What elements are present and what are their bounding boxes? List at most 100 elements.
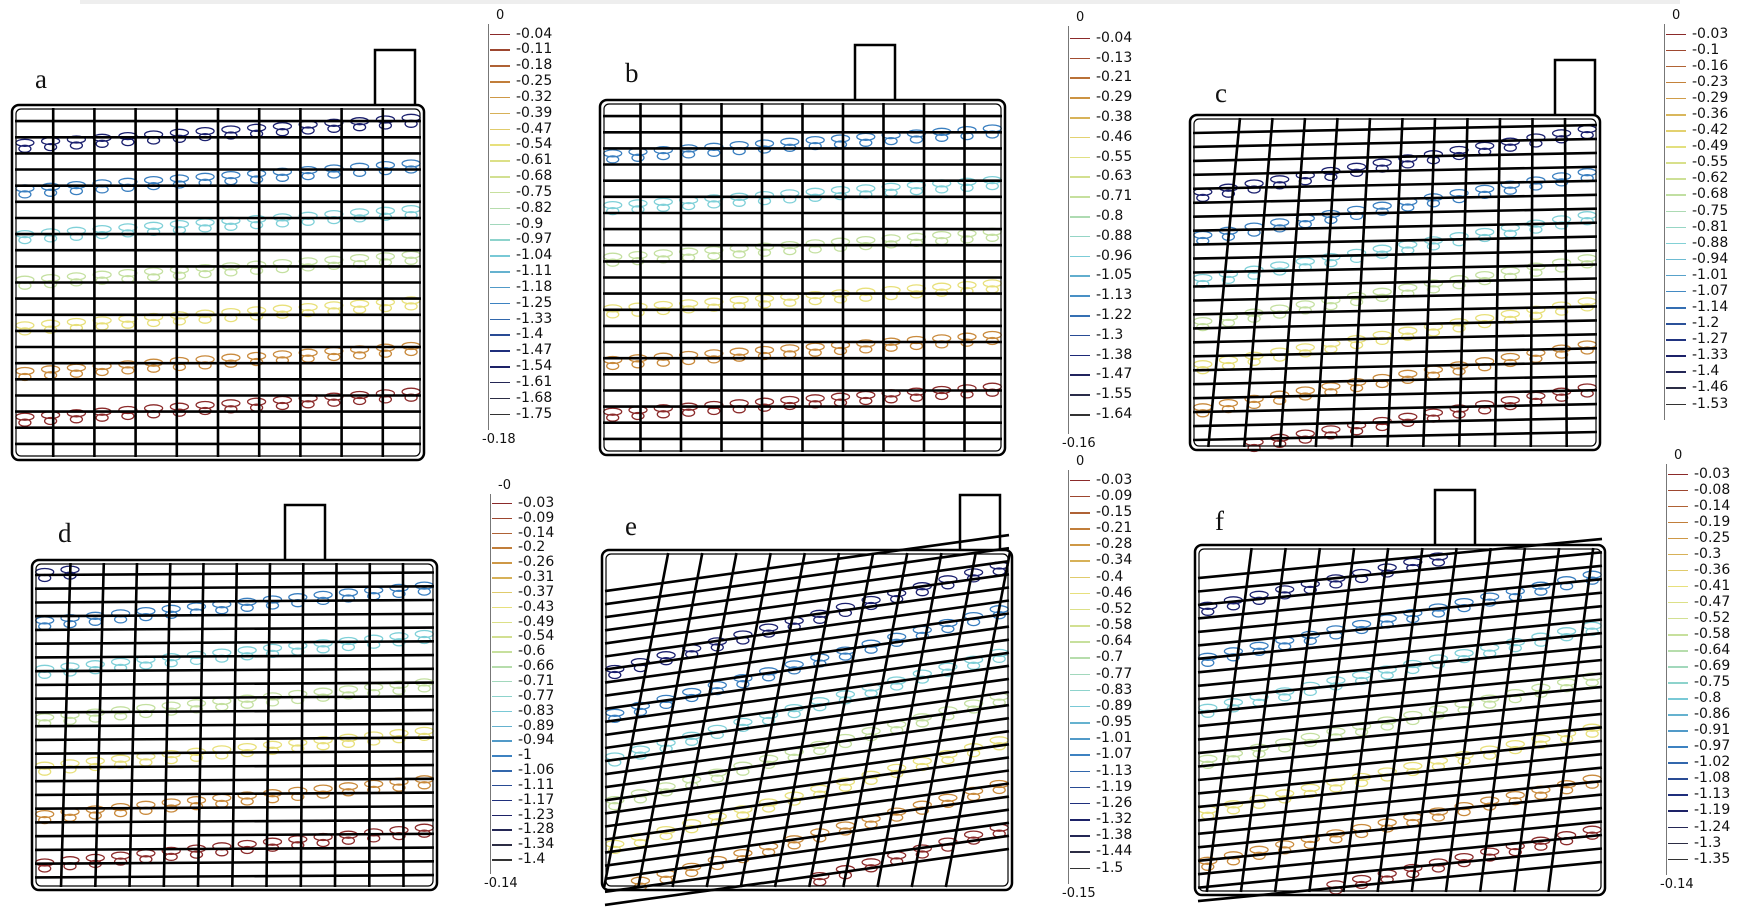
contour-loop	[341, 642, 356, 652]
contour-loop	[606, 258, 620, 267]
legend-value: -0.49	[1692, 138, 1729, 155]
contour-loop	[1295, 386, 1315, 395]
vertical-wire	[1547, 547, 1595, 893]
legend-swatch	[490, 271, 510, 273]
contour-loop	[653, 352, 673, 361]
contour-loop	[1321, 425, 1341, 434]
contour-loop	[1480, 592, 1500, 601]
legend-swatch	[490, 397, 510, 400]
vertical-wire	[1422, 117, 1437, 448]
vertical-wire	[1242, 117, 1274, 448]
contour-loop	[915, 850, 929, 859]
legend-value: -0.38	[1096, 109, 1133, 126]
legend-value: -0.29	[1692, 89, 1729, 106]
horizontal-wire	[1197, 685, 1603, 728]
contour-loop	[246, 260, 267, 269]
contour-loop	[733, 717, 753, 727]
legend-swatch	[1668, 537, 1688, 540]
legend-value: -1.32	[1096, 811, 1133, 828]
legend-swatch	[1070, 334, 1090, 337]
contour-loop	[301, 308, 315, 318]
legend-swatch	[492, 636, 512, 638]
legend-value: -0.04	[1096, 29, 1133, 46]
horizontal-wire	[1197, 806, 1603, 849]
contour-loop	[146, 364, 161, 373]
contour-loop	[327, 124, 341, 133]
contour-loop	[1401, 160, 1415, 169]
contour-loop	[275, 128, 290, 137]
grid-frame-outer	[1188, 113, 1602, 452]
legend-value: -0.54	[518, 628, 555, 645]
horizontal-wire	[34, 626, 435, 632]
vertical-wire	[944, 552, 1012, 888]
contour-loop	[172, 317, 187, 326]
horizontal-wire	[1192, 416, 1598, 428]
legend-swatch	[1668, 650, 1688, 652]
legend-value: -1.5	[1096, 859, 1124, 876]
legend-value: -1.44	[1096, 843, 1133, 860]
contour-loop	[838, 652, 853, 661]
lug-tab	[958, 493, 1002, 550]
legend-value: -1.46	[1692, 379, 1729, 396]
legend-value: -1.38	[1096, 346, 1133, 363]
contour-loop	[659, 831, 673, 841]
contour-loop	[262, 643, 283, 653]
legend-swatch	[1668, 682, 1688, 684]
legend-value: -0.42	[1692, 122, 1729, 139]
lug-tab	[1433, 488, 1477, 545]
horizontal-wire	[1192, 179, 1598, 191]
contour-loop	[95, 413, 109, 422]
legend-value: -1.22	[1096, 307, 1133, 324]
contour-loop	[249, 175, 264, 184]
contour-loop	[1349, 383, 1364, 393]
grid-wires	[34, 562, 435, 888]
contour-loop	[1295, 300, 1315, 309]
legend-swatch	[1668, 730, 1688, 732]
legend-swatch	[1668, 794, 1688, 796]
horizontal-wire	[604, 625, 1010, 684]
contour-loop	[392, 735, 406, 744]
contour-loop	[1554, 350, 1569, 359]
legend-swatch	[1668, 714, 1688, 716]
horizontal-wire	[604, 573, 1010, 632]
legend-value: -0.16	[1692, 57, 1729, 74]
legend-swatch	[1070, 625, 1090, 627]
legend-value: -0.03	[1692, 25, 1729, 42]
legend-swatch	[1070, 689, 1090, 692]
legend-value: -0.83	[518, 702, 555, 719]
legend-value: -1.3	[1096, 326, 1124, 343]
vertical-wire	[1410, 547, 1458, 893]
legend-swatch	[1668, 489, 1688, 492]
contour-loop	[1300, 783, 1320, 793]
contour-loop	[884, 136, 898, 146]
contour-loop	[787, 709, 801, 719]
vertical-wire	[1278, 117, 1307, 448]
contour-loop	[1500, 352, 1520, 362]
contour-loop	[1454, 648, 1474, 658]
contour-loop	[606, 206, 620, 216]
horizontal-wire	[604, 821, 1010, 881]
legend-swatch	[1070, 512, 1090, 514]
legend-value: -1.2	[1692, 315, 1720, 332]
contour-loop	[783, 246, 797, 256]
legend-value: -0.77	[518, 687, 555, 704]
contour-loop	[349, 253, 370, 263]
contour-loop	[838, 783, 853, 792]
legend-swatch	[1070, 354, 1090, 357]
contour-loop	[139, 661, 153, 670]
contour-loop	[341, 691, 356, 700]
vertical-wire	[367, 562, 372, 888]
legend-swatch	[1668, 810, 1688, 812]
horizontal-wire	[1192, 333, 1598, 344]
legend-value: -0.89	[518, 717, 555, 734]
contour-loop	[275, 219, 290, 228]
legend-value: -0.46	[1096, 128, 1133, 145]
legend-value: -1.4	[516, 326, 544, 343]
contour-loop	[240, 603, 254, 612]
legend-value: -0.88	[1096, 227, 1133, 244]
contour-loop	[262, 740, 283, 749]
legend-swatch	[1070, 255, 1090, 258]
legend-value: -1.19	[1096, 778, 1133, 795]
legend-swatch	[492, 547, 512, 549]
horizontal-wire	[1197, 658, 1603, 701]
